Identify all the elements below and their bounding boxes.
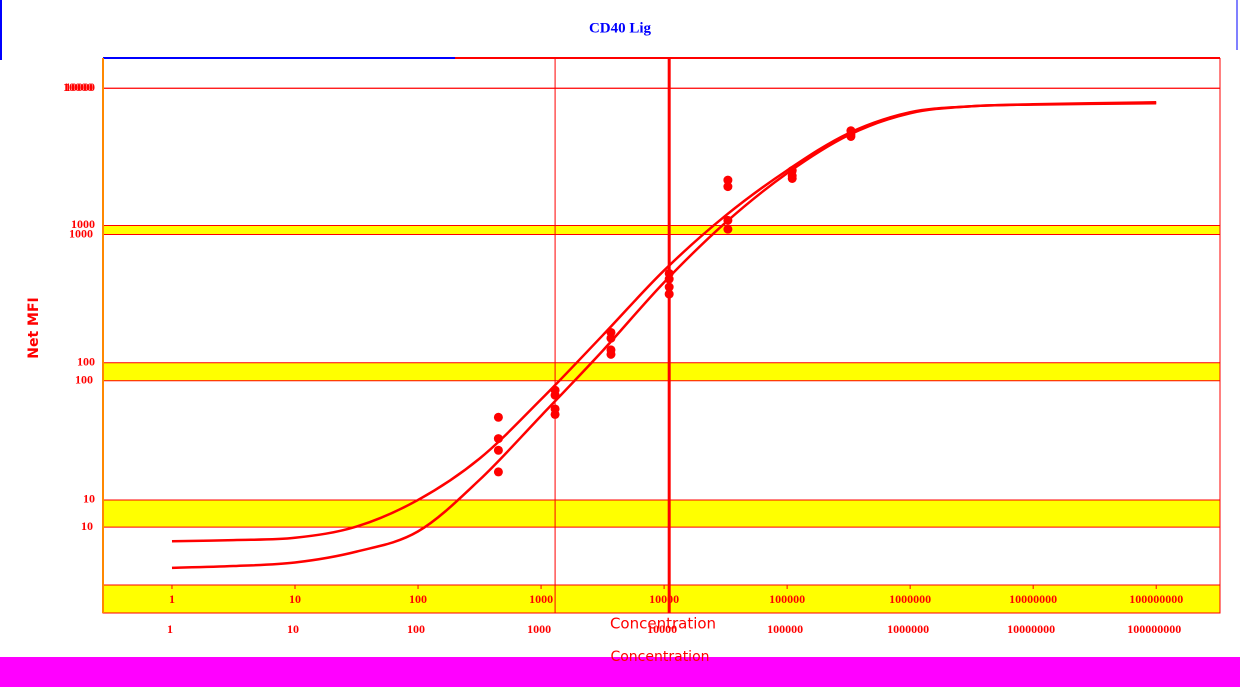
x-tick-label: 10 (289, 592, 301, 606)
x-tick-label: 1000000 (889, 592, 931, 606)
data-point (493, 445, 503, 455)
data-point (493, 412, 503, 422)
fit-curve (171, 101, 1157, 570)
x-tick-label: 100000 (769, 592, 805, 606)
data-point (550, 409, 560, 419)
data-point (493, 434, 503, 444)
x-tick-label: 10 (287, 622, 299, 636)
x-tick-label: 1000 (527, 622, 551, 636)
x-tick-label: 100 (407, 622, 425, 636)
data-point (606, 349, 616, 359)
x-tick-label: 1 (167, 622, 173, 636)
bands (103, 225, 1220, 528)
y-axis-label: Net MFI (26, 297, 42, 358)
y-band (103, 499, 1220, 528)
data-point (846, 131, 856, 141)
x-tick-label: 1 (169, 592, 175, 606)
x-tick-label: 100 (409, 592, 427, 606)
x-tick-label: 1000 (529, 592, 553, 606)
x-tick-label: 10000000 (1007, 622, 1055, 636)
data-point (664, 282, 674, 292)
x-tick-label: 10000000 (1009, 592, 1057, 606)
y-tick-label: 1000 (69, 226, 93, 240)
data-point (723, 175, 733, 185)
x-tick-label: 100000 (767, 622, 803, 636)
data-point (723, 215, 733, 225)
data-point (664, 289, 674, 299)
data-point (723, 182, 733, 192)
x-tick-label: 1000000 (887, 622, 929, 636)
data-point (664, 274, 674, 284)
y-tick-label: 1000 (71, 217, 95, 231)
x-axis-label: Concentration (610, 615, 716, 633)
y-tick-label: 10 (81, 519, 93, 533)
data-point (493, 467, 503, 477)
y-tick-label: 10000 (65, 80, 95, 94)
data-point (606, 333, 616, 343)
x-axis-band (102, 584, 1221, 614)
status-bar (0, 657, 1240, 687)
x-tick-label: 10000 (649, 592, 679, 606)
x-tick-label: 100000000 (1127, 622, 1181, 636)
y-tick-label: 100 (75, 373, 93, 387)
x-tick-label: 100000000 (1129, 592, 1183, 606)
data-point (723, 224, 733, 234)
x-tick-label: 10000 (647, 622, 677, 636)
y-tick-label: 10 (83, 492, 95, 506)
y-tick-label: 10000 (63, 80, 93, 94)
chart-title: CD40 Lig (589, 20, 652, 36)
data-point (550, 390, 560, 400)
y-tick-label: 100 (77, 354, 95, 368)
x-axis-label: Concentration (610, 649, 709, 665)
y-band (103, 362, 1220, 381)
y-band (103, 225, 1220, 235)
data-point (787, 173, 797, 183)
fit-curve (171, 101, 1157, 543)
grid (103, 87, 1220, 528)
